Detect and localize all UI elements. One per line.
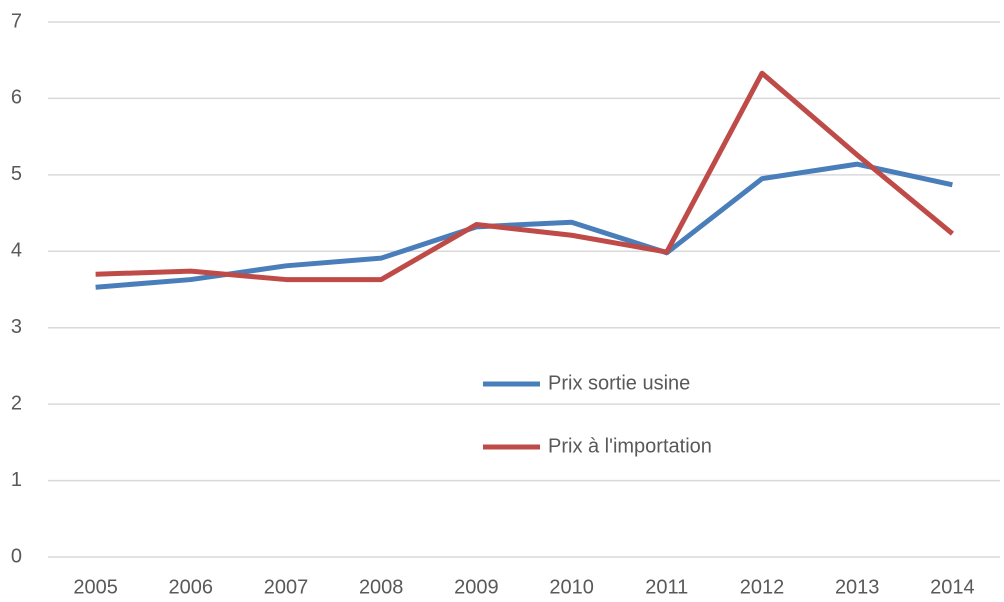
x-tick-label: 2011 <box>645 576 688 598</box>
x-tick-label: 2010 <box>549 576 594 598</box>
data-line <box>95 70 954 283</box>
x-tick-label: 2008 <box>359 576 404 598</box>
y-tick-label: 2 <box>11 392 22 414</box>
x-tick-label: 2009 <box>454 576 499 598</box>
y-tick-label: 5 <box>11 163 22 185</box>
x-tick-label: 2007 <box>264 576 309 598</box>
data-line <box>95 161 953 290</box>
legend-label: Prix sortie usine <box>548 372 690 394</box>
y-tick-label: 6 <box>11 87 22 109</box>
legend-label: Prix à l'importation <box>548 435 712 457</box>
y-tick-label: 1 <box>11 469 22 491</box>
x-tick-label: 2012 <box>740 576 785 598</box>
x-tick-label: 2006 <box>169 576 214 598</box>
x-tick-label: 2014 <box>930 576 975 598</box>
y-tick-label: 4 <box>11 240 22 262</box>
y-tick-label: 7 <box>11 10 22 32</box>
y-tick-label: 0 <box>11 545 22 567</box>
x-tick-label: 2013 <box>835 576 880 598</box>
x-tick-label: 2005 <box>73 576 118 598</box>
y-tick-label: 3 <box>11 316 22 338</box>
